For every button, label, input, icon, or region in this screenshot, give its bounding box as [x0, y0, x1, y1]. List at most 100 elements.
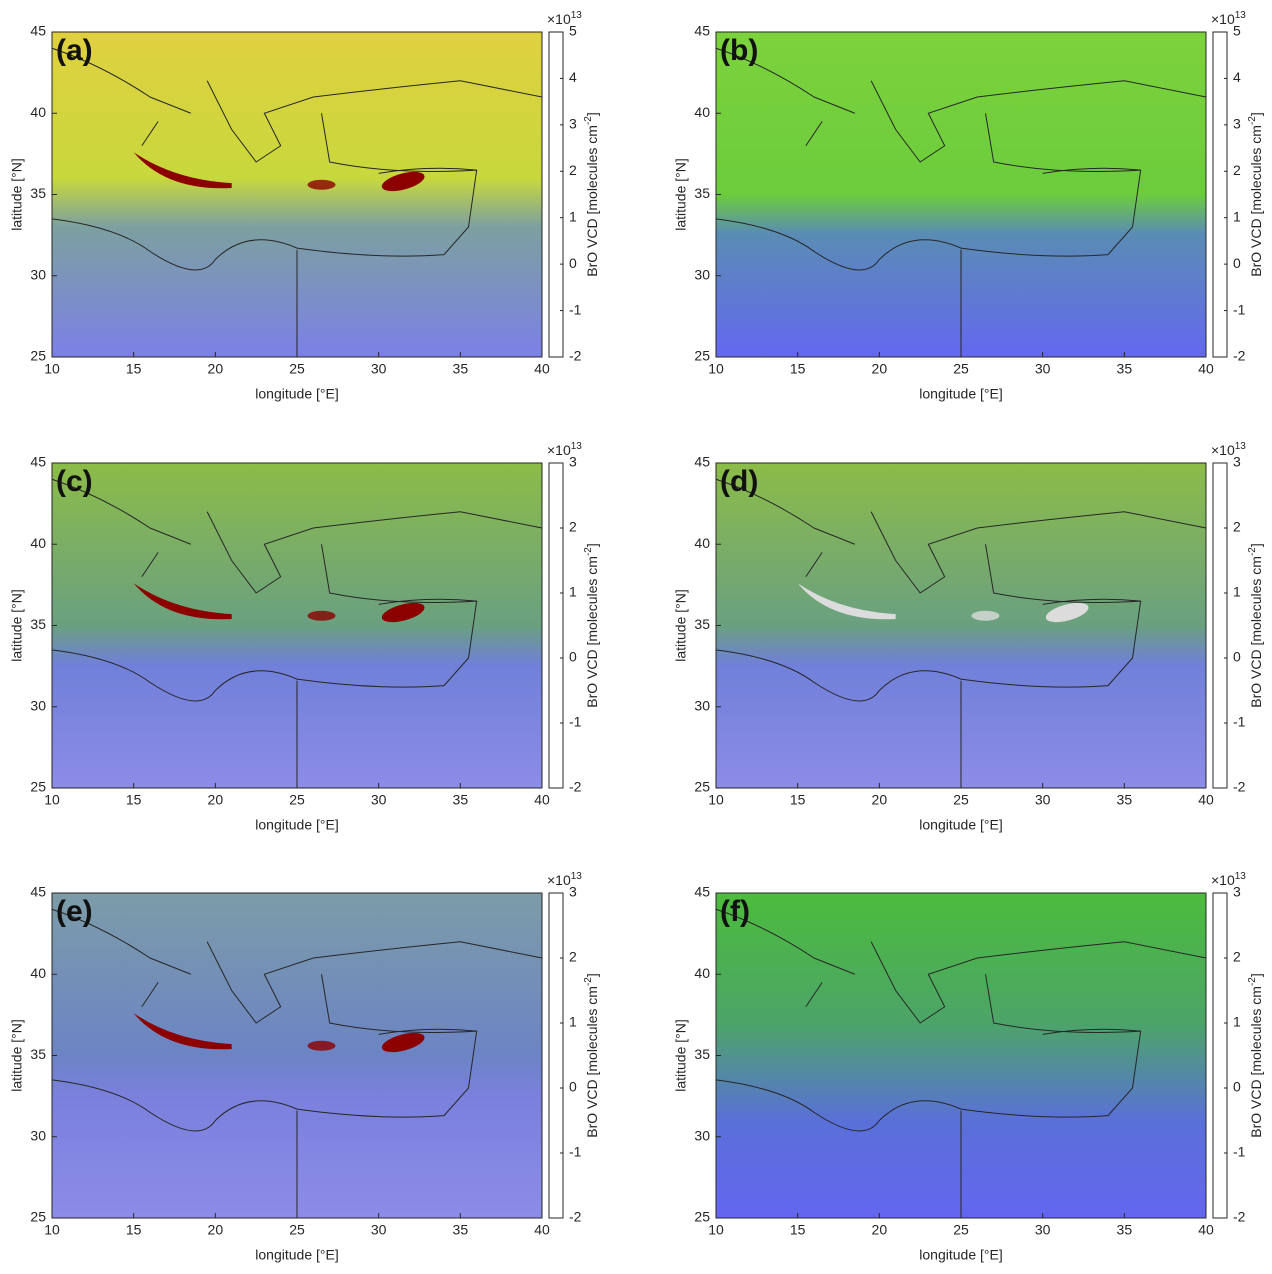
colorbar-tick-label: 3 — [569, 454, 577, 470]
x-tick-label: 30 — [371, 361, 387, 377]
colorbar-tick-label: 1 — [1233, 208, 1241, 224]
coastline — [715, 908, 1207, 1033]
panel-label: (c) — [56, 465, 93, 498]
panel-label: (e) — [56, 895, 93, 928]
x-tick-label: 15 — [790, 1222, 806, 1238]
colorbar-label: BrO VCD [molecules cm-2] — [1247, 973, 1264, 1138]
colorbar-label-text: BrO VCD [molecules cm — [1248, 556, 1264, 708]
x-tick-label: 35 — [453, 792, 469, 808]
colorbar-label-text: BrO VCD [molecules cm — [584, 125, 600, 277]
x-tick-label: 40 — [534, 1222, 550, 1238]
y-tick-label: 30 — [694, 697, 710, 713]
plume — [381, 1032, 425, 1053]
colorbar-tick-label: 0 — [569, 649, 577, 665]
x-tick-label: 30 — [1035, 1222, 1051, 1238]
colorbar-tick-label: 1 — [569, 1014, 577, 1030]
y-axis-label: latitude [°N] — [9, 158, 25, 231]
colorbar-label-end: ] — [584, 543, 600, 547]
colorbar-label: BrO VCD [molecules cm-2] — [1247, 543, 1264, 708]
x-tick-label: 15 — [790, 361, 806, 377]
y-tick-label: 25 — [30, 1209, 46, 1225]
plume — [381, 171, 425, 192]
colorbar-tick-label: 4 — [1233, 69, 1241, 85]
y-tick-label: 25 — [30, 779, 46, 795]
colorbar-tick-label: 0 — [1233, 649, 1241, 665]
panel-label: (b) — [720, 34, 758, 67]
colorbar-label-text: BrO VCD [molecules cm — [1248, 986, 1264, 1138]
colorbar-tick-label: -1 — [1233, 714, 1246, 730]
y-tick-label: 35 — [694, 1046, 710, 1062]
colorbar-scale: ×1013 — [1211, 441, 1246, 458]
colorbar — [548, 31, 564, 358]
x-tick-label: 20 — [872, 792, 888, 808]
colorbar-scale-base: ×10 — [1211, 11, 1235, 27]
x-axis-label: longitude [°E] — [255, 817, 338, 833]
colorbar-scale-base: ×10 — [1211, 442, 1235, 458]
colorbar-scale: ×1013 — [547, 10, 582, 27]
x-tick-label: 20 — [208, 1222, 224, 1238]
colorbar-tick-label: -1 — [1233, 1144, 1246, 1160]
colorbar-scale-exponent: 13 — [571, 441, 583, 452]
colorbar-tick-label: -1 — [569, 301, 582, 317]
y-tick-label: 25 — [30, 348, 46, 364]
colorbar — [548, 462, 564, 789]
colorbar-tick-label: 3 — [569, 116, 577, 132]
x-tick-label: 25 — [953, 792, 969, 808]
y-tick-label: 40 — [30, 965, 46, 981]
x-tick-label: 15 — [126, 361, 142, 377]
colorbar-tick-label: -2 — [569, 348, 582, 364]
x-tick-label: 25 — [289, 1222, 305, 1238]
colorbar-label-end: ] — [584, 973, 600, 977]
plume — [307, 1040, 336, 1051]
colorbar-frame — [1212, 892, 1228, 1219]
colorbar-tick-label: 0 — [569, 1079, 577, 1095]
y-tick-label: 30 — [30, 1127, 46, 1143]
y-axis-label: latitude [°N] — [9, 1019, 25, 1092]
x-tick-label: 40 — [1198, 361, 1214, 377]
x-tick-label: 40 — [1198, 792, 1214, 808]
colorbar-tick-label: 1 — [569, 208, 577, 224]
x-tick-label: 20 — [208, 792, 224, 808]
colorbar-tick-label: 1 — [1233, 1014, 1241, 1030]
y-tick-label: 25 — [694, 1209, 710, 1225]
colorbar-scale: ×1013 — [1211, 871, 1246, 888]
x-tick-label: 15 — [126, 792, 142, 808]
y-tick-label: 30 — [30, 266, 46, 282]
y-tick-label: 25 — [694, 779, 710, 795]
panel-label: (d) — [720, 465, 758, 498]
colorbar-tick-label: -1 — [569, 714, 582, 730]
colorbar-frame — [1212, 462, 1228, 789]
y-axis-label: latitude [°N] — [673, 1019, 689, 1092]
colorbar-label-exponent: -2 — [1247, 547, 1258, 556]
colorbar-tick-label: -1 — [1233, 301, 1246, 317]
colorbar-scale-base: ×10 — [1211, 872, 1235, 888]
x-tick-label: 40 — [534, 361, 550, 377]
y-tick-label: 35 — [30, 1046, 46, 1062]
plume — [307, 610, 336, 621]
x-tick-label: 15 — [126, 1222, 142, 1238]
colorbar-label-exponent: -2 — [583, 547, 594, 556]
y-tick-label: 40 — [30, 535, 46, 551]
x-tick-label: 40 — [534, 792, 550, 808]
colorbar-frame — [548, 892, 564, 1219]
colorbar-label: BrO VCD [molecules cm-2] — [583, 543, 600, 708]
colorbar-scale-base: ×10 — [547, 872, 571, 888]
colorbar-tick-label: -2 — [569, 1209, 582, 1225]
x-tick-label: 20 — [872, 361, 888, 377]
y-tick-label: 40 — [694, 104, 710, 120]
colorbar-label-text: BrO VCD [molecules cm — [584, 556, 600, 708]
y-axis-label: latitude [°N] — [9, 589, 25, 662]
coastline — [51, 478, 543, 603]
x-tick-label: 15 — [790, 792, 806, 808]
colorbar-label-end: ] — [1248, 973, 1264, 977]
colorbar-tick-label: -2 — [1233, 348, 1246, 364]
colorbar-scale: ×1013 — [547, 441, 582, 458]
y-tick-label: 45 — [694, 23, 710, 39]
x-tick-label: 35 — [1117, 1222, 1133, 1238]
